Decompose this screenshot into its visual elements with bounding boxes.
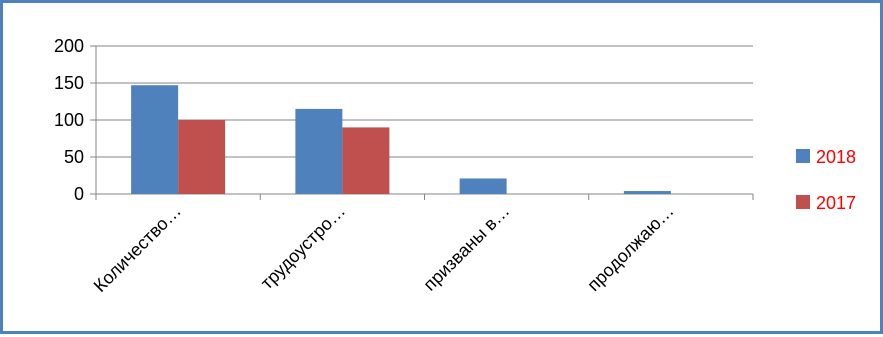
y-tick-label: 150 xyxy=(54,73,84,93)
bar-2018-1 xyxy=(295,108,343,194)
bar-2018-0 xyxy=(131,85,179,194)
y-tick-label: 100 xyxy=(54,110,84,130)
x-category-label: трудоустро… xyxy=(257,201,350,294)
bar-chart: 0 50 100 150 200 Количество… трудоустро… призва… xyxy=(54,36,856,296)
y-tick-label: 200 xyxy=(54,36,84,56)
legend-swatch-2017 xyxy=(796,195,810,209)
bars xyxy=(131,85,671,194)
bar-2018-3 xyxy=(623,191,671,194)
x-category-label: продолжаю… xyxy=(583,201,677,295)
bar-2017-1 xyxy=(342,127,390,194)
legend: 2018 2017 xyxy=(796,147,856,213)
legend-swatch-2018 xyxy=(796,149,810,163)
legend-label-2017: 2017 xyxy=(816,193,856,213)
legend-label-2018: 2018 xyxy=(816,147,856,167)
x-category-label: Количество… xyxy=(90,201,185,296)
bar-2017-0 xyxy=(178,120,226,194)
x-category-label: призваны в… xyxy=(419,201,513,295)
y-tick-label: 0 xyxy=(74,184,84,204)
bar-2018-2 xyxy=(459,178,507,194)
y-tick-label: 50 xyxy=(64,147,84,167)
